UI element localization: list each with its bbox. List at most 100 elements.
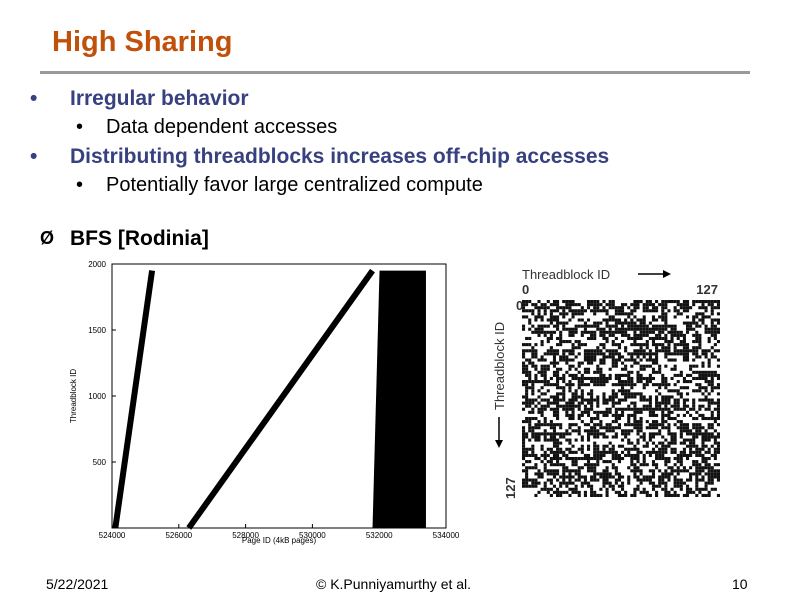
matrix-cell	[685, 300, 690, 304]
matrix-cell	[546, 423, 550, 427]
matrix-cell	[661, 413, 665, 417]
matrix-cell	[580, 383, 584, 387]
matrix-cell	[577, 376, 581, 381]
matrix-cell	[568, 386, 572, 390]
matrix-cell	[540, 475, 544, 479]
matrix-cell	[642, 404, 646, 408]
matrix-cell	[707, 478, 711, 482]
matrix-cell	[580, 481, 584, 485]
matrix-cell	[698, 340, 702, 344]
matrix-cell	[701, 386, 705, 390]
matrix-cell	[602, 358, 606, 362]
matrix-cell	[658, 407, 662, 411]
matrix-cell	[704, 373, 708, 377]
matrix-cell	[695, 435, 699, 439]
matrix-cell	[679, 392, 683, 396]
matrix-cell	[630, 463, 634, 467]
matrix-cell	[636, 475, 640, 479]
matrix-cell	[565, 484, 569, 488]
matrix-cell	[614, 343, 618, 347]
matrix-cell	[645, 324, 649, 328]
matrix-cell	[627, 438, 631, 442]
matrix-cell	[568, 373, 572, 377]
matrix-cell	[522, 456, 526, 461]
matrix-cell	[574, 367, 578, 371]
matrix-cell	[562, 309, 566, 313]
matrix-cell	[611, 447, 615, 451]
page-access-plot: 524000 526000 528000 530000 532000 5340005001…	[69, 260, 460, 545]
matrix-cell	[611, 300, 615, 304]
matrix-cell	[661, 420, 665, 424]
matrix-cell	[565, 413, 569, 417]
matrix-cell	[586, 438, 591, 442]
matrix-cell	[599, 309, 603, 313]
matrix-cell	[661, 318, 665, 322]
matrix-cell	[679, 435, 683, 439]
matrix-cell	[593, 380, 597, 384]
matrix-cell	[682, 340, 686, 344]
matrix-cell	[673, 478, 677, 482]
matrix-cell	[648, 410, 652, 414]
matrix-cell	[531, 303, 535, 307]
matrix-cell	[540, 407, 544, 411]
matrix-cell	[673, 481, 677, 485]
matrix-cell	[707, 349, 711, 353]
matrix-cell	[577, 318, 581, 322]
matrix-x-end: 127	[696, 282, 718, 297]
matrix-cell	[552, 426, 557, 430]
matrix-cell	[574, 469, 578, 473]
matrix-cell	[546, 460, 550, 464]
matrix-cell	[661, 410, 665, 414]
matrix-cell	[673, 352, 677, 356]
matrix-cell	[667, 389, 671, 393]
matrix-cell	[682, 306, 686, 310]
matrix-cell	[571, 413, 575, 417]
matrix-cell	[676, 469, 680, 473]
matrix-cell	[559, 447, 563, 451]
matrix-cell	[556, 386, 560, 390]
matrix-cell	[658, 429, 662, 433]
matrix-cell	[537, 456, 541, 461]
matrix-cell	[658, 386, 662, 390]
matrix-cell	[664, 312, 668, 316]
matrix-cell	[639, 343, 643, 347]
matrix-cell	[522, 450, 526, 454]
matrix-cell	[534, 398, 538, 402]
matrix-cell	[549, 315, 553, 319]
matrix-cell	[710, 413, 714, 417]
matrix-cell	[704, 493, 708, 497]
matrix-cell	[577, 475, 581, 479]
matrix-cell	[679, 487, 683, 491]
matrix-cell	[713, 300, 717, 304]
matrix-cell	[645, 346, 649, 350]
matrix-cell	[713, 472, 717, 476]
matrix-cell	[590, 416, 594, 421]
matrix-cell	[704, 487, 708, 491]
matrix-cell	[590, 487, 594, 491]
matrix-cell	[685, 438, 690, 442]
matrix-cell	[701, 438, 705, 442]
matrix-cell	[701, 321, 705, 325]
matrix-cell	[633, 336, 637, 341]
matrix-cell	[543, 303, 547, 307]
matrix-cell	[701, 469, 705, 473]
matrix-cell	[682, 450, 686, 454]
matrix-cell	[590, 392, 594, 396]
matrix-cell	[602, 330, 606, 334]
matrix-cell	[525, 450, 529, 454]
matrix-cell	[528, 416, 532, 421]
matrix-cell	[556, 306, 560, 310]
matrix-cell	[710, 389, 714, 393]
matrix-cell	[661, 447, 665, 451]
matrix-cell	[543, 429, 547, 433]
matrix-cell	[707, 469, 711, 473]
matrix-cell	[651, 306, 656, 310]
matrix-cell	[583, 358, 587, 362]
matrix-cell	[599, 367, 603, 371]
matrix-cell	[670, 487, 674, 491]
matrix-cell	[624, 364, 628, 368]
matrix-cell	[676, 466, 680, 470]
matrix-cell	[525, 300, 529, 304]
matrix-cell	[639, 426, 643, 430]
matrix-cell	[636, 469, 640, 473]
